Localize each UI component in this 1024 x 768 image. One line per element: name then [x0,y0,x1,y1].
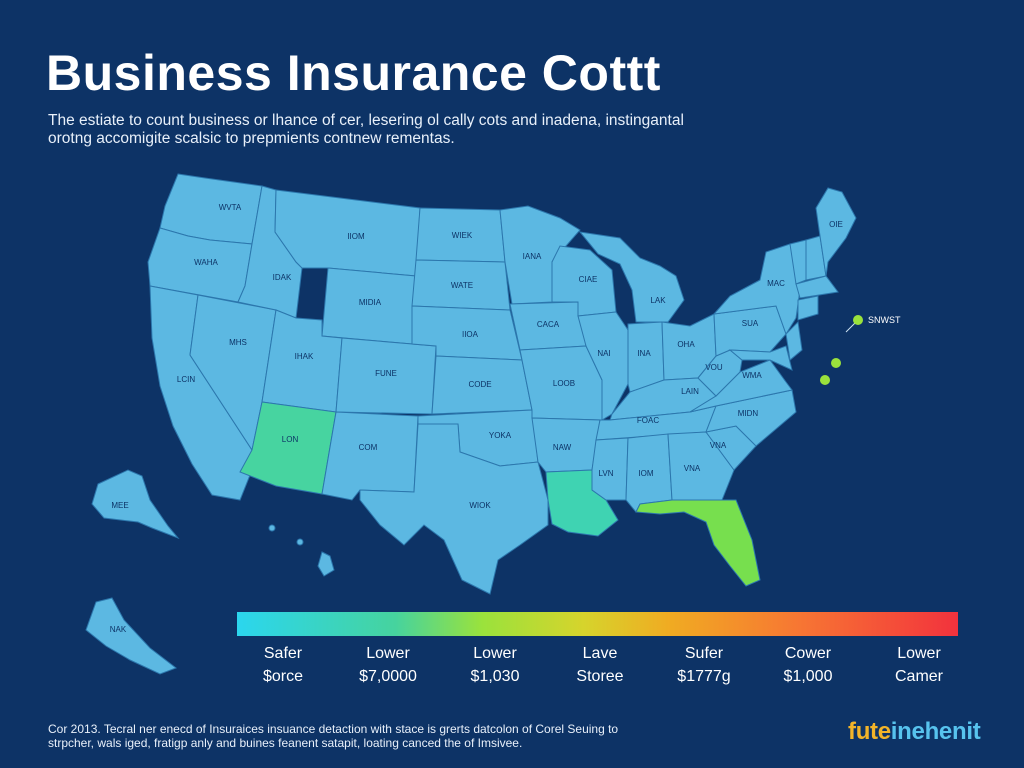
footer-note: Cor 2013. Tecral ner enecd of Insuraices… [48,722,619,750]
label-ky: FOAC [637,416,659,425]
label-ca: LCIN [177,375,195,384]
scale-item-top: Cower [784,645,832,662]
label-sc: VNA [710,441,727,450]
marker-dot-2 [820,375,830,385]
scale-item: Lower Camer [864,642,974,688]
label-wv: VOU [705,363,723,372]
scale-item-bottom: $1,000 [783,668,833,685]
label-mt: IIOM [347,232,365,241]
label-oh: OHA [677,340,695,349]
scale-item-bottom: $orce [262,668,304,685]
label-pa: SUA [742,319,759,328]
label-ok: YOKA [489,431,512,440]
label-ut: IHAK [295,352,314,361]
scale-item-bottom: Storee [576,668,624,685]
state-hawaii-island-b[interactable] [296,538,304,546]
scale-item: Lower $7,0000 [333,642,443,688]
state-hawaii-island-a[interactable] [268,524,276,532]
label-ks: CODE [468,380,491,389]
brand-logo-part1: fute [848,718,891,745]
label-co: FUNE [375,369,397,378]
label-nm: COM [359,443,378,452]
state-massachusetts[interactable] [795,275,839,299]
state-new-jersey[interactable] [785,320,803,361]
label-va: WMA [742,371,762,380]
state-georgia[interactable] [667,431,735,501]
annotation-label: SNWST [868,315,901,325]
label-id: IDAK [273,273,292,282]
scale-item-top: Lower [366,645,410,662]
label-ga: VNA [684,464,701,473]
label-il: NAI [597,349,610,358]
state-hawaii[interactable] [317,551,335,577]
state-pennsylvania[interactable] [713,305,787,357]
scale-item-bottom: $1777g [677,668,731,685]
label-az: LON [282,435,299,444]
scale-item-top: Lower [897,645,941,662]
scale-item-bottom: $7,0000 [359,668,417,685]
label-or: WAHA [194,258,218,267]
label-sd: WATE [451,281,473,290]
state-florida[interactable] [635,499,761,587]
marker-dot-1 [831,358,841,368]
scale-item-top: Lave [582,645,618,662]
label-me: OIE [829,220,843,229]
label-tx: WIOK [469,501,491,510]
label-in: INA [637,349,651,358]
label-mo: LOOB [553,379,575,388]
label-ne: IIOA [462,330,479,339]
state-alaska[interactable] [91,469,180,540]
brand-logo-part2: inehenit [890,718,981,745]
label-tn: LAIN [681,387,699,396]
state-maryland[interactable] [728,345,793,371]
scale-item-bottom: Camer [894,668,943,685]
label-nc: MIDN [738,409,759,418]
page-subtitle: The estiate to count business or lhance … [48,112,684,147]
scale-item-top: Safer [263,645,303,662]
state-alaska-lower[interactable] [85,597,178,675]
scale-item: Lower $1,030 [440,642,550,688]
label-mi: LAK [650,296,666,305]
label-mn: IANA [523,252,542,261]
cost-scale-labels: Safer $orce Lower $7,0000 Lower $1,030 L… [212,642,972,690]
cost-scale-bar [237,612,958,636]
scale-item-top: Sufer [684,645,724,662]
page-title: Business Insurance Cottt [46,45,661,101]
label-nv: MHS [229,338,247,347]
label-wa: WVTA [219,203,242,212]
label-ms: LVN [599,469,614,478]
label-ar: NAW [553,443,572,452]
annotation-marker [853,315,863,325]
label-nd: WIEK [452,231,473,240]
scale-item: Safer $orce [228,642,338,688]
label-ia: CACA [537,320,560,329]
state-new-mexico[interactable] [321,411,419,501]
state-texas[interactable] [359,423,549,595]
scale-item-bottom: $1,030 [470,668,520,685]
label-ak: MEE [111,501,128,510]
label-ny: MAC [767,279,785,288]
brand-logo[interactable]: futeinehenit [848,718,981,746]
scale-item: Sufer $1777g [649,642,759,688]
label-al: IOM [638,469,653,478]
label-wy: MIDIA [359,298,382,307]
label-hi: NAK [110,625,127,634]
state-michigan[interactable] [578,231,685,323]
state-connecticut[interactable] [797,295,819,321]
scale-item-top: Lower [473,645,517,662]
label-wi: CIAE [579,275,598,284]
scale-item: Lave Storee [545,642,655,688]
scale-item: Cower $1,000 [753,642,863,688]
state-maine[interactable] [815,187,857,277]
